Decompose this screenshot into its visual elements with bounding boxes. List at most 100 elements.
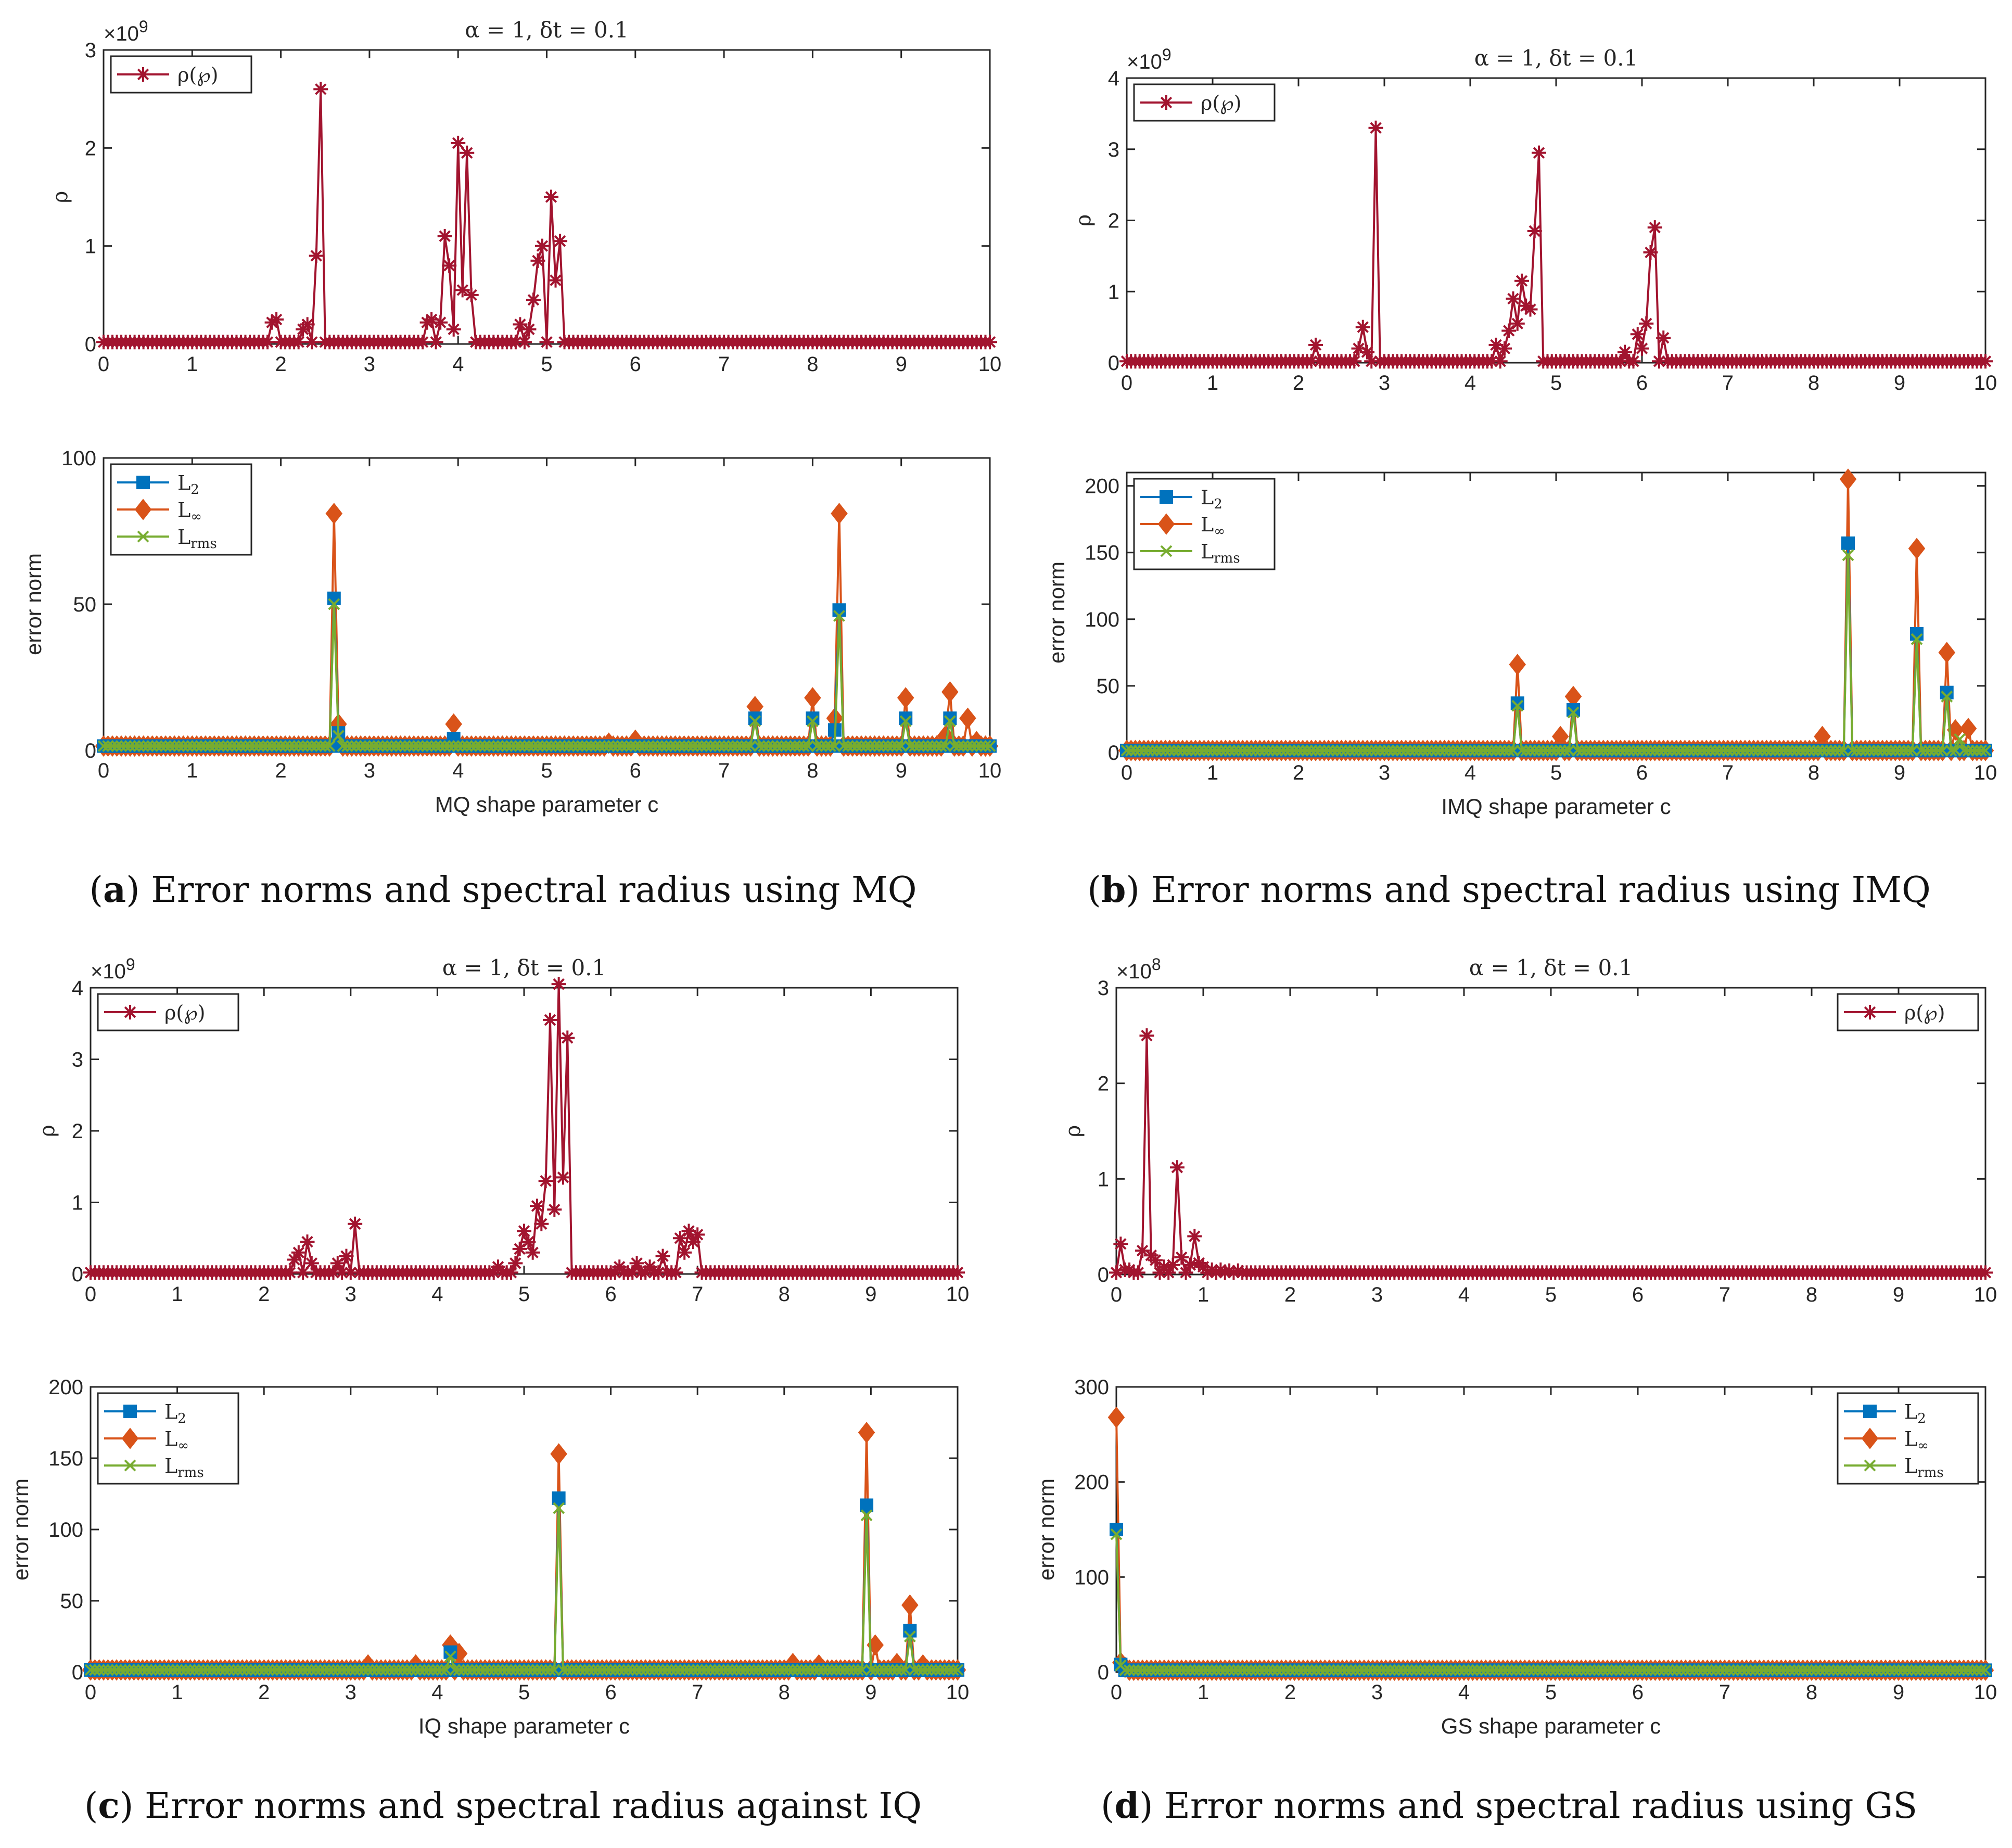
panel-a-lrms-point — [869, 740, 881, 752]
panel-c-lrms-point — [501, 1664, 513, 1676]
panel-c-lrms-point — [332, 1664, 344, 1676]
panel-d-lrms-point — [1553, 1664, 1566, 1676]
panel-d-lrms-point — [1454, 1664, 1466, 1676]
panel-c-top-legend-marker — [123, 1005, 137, 1019]
panel-a-lrms-point — [550, 740, 562, 752]
panel-a-lrms-point — [603, 740, 615, 752]
panel-a-lrms-point — [164, 740, 176, 752]
panel-d-lrms-point — [1497, 1664, 1509, 1676]
panel-c-bottom-xtick-label: 3 — [345, 1681, 356, 1704]
panel-d-lrms-point — [1488, 1664, 1500, 1676]
panel-b-lrms-point — [1597, 744, 1610, 757]
panel-b-rho-point — [1626, 354, 1641, 369]
panel-a-lrms-point — [714, 740, 725, 752]
panel-d-lrms-point — [1966, 1664, 1979, 1676]
panel-b-lrms-point — [1889, 744, 1902, 757]
panel-a-bottom-ytick-label: 100 — [61, 447, 96, 470]
panel-c-top-ylabel: ρ — [35, 1125, 59, 1137]
panel-a-lrms-point — [749, 715, 761, 728]
panel-c-rho-point — [335, 1265, 350, 1280]
panel-d-rho-point — [1182, 1257, 1198, 1272]
panel-c-lrms-point — [947, 1664, 960, 1676]
panel-c-rho-point — [296, 1265, 311, 1280]
panel-a-lrms-point — [434, 740, 447, 752]
panel-b-lrms-point — [1937, 744, 1949, 757]
panel-b-lrms-point — [1258, 744, 1270, 757]
panel-d-bottom-xtick-label: 4 — [1458, 1681, 1470, 1704]
panel-a-rho-point — [464, 287, 479, 302]
panel-d-lrms-point — [1914, 1664, 1927, 1676]
panel-b-lrms-point — [1876, 744, 1889, 757]
panel-c-bottom-legend-label: L∞ — [164, 1428, 189, 1454]
panel-c-rho-point — [330, 1256, 345, 1271]
panel-c-exponent: ×109 — [91, 955, 135, 983]
panel-d-lrms-point — [1870, 1664, 1883, 1676]
panel-b-rho-point — [1360, 345, 1374, 360]
panel-d-lrms-point — [1388, 1664, 1400, 1676]
panel-b-rho-point — [1618, 345, 1632, 360]
panel-c-rho-point — [287, 1252, 302, 1267]
panel-b-bottom-xtick-label: 8 — [1808, 761, 1819, 784]
panel-b-linf-point — [1839, 468, 1857, 490]
panel-a-lrms-point — [833, 610, 845, 622]
panel-b-rho-point — [1613, 354, 1628, 369]
panel-c-l2-point — [860, 1498, 874, 1512]
panel-a-top-xtick-label: 8 — [807, 353, 818, 376]
panel-c-lrms-point — [943, 1664, 955, 1676]
panel-a-lrms-point — [735, 740, 748, 752]
panel-b-rho-point — [1493, 354, 1508, 369]
panel-c-lrms-point — [427, 1664, 439, 1676]
panel-c-lrms-point — [726, 1664, 738, 1676]
panel-d-top-ytick-label: 3 — [1098, 977, 1109, 1000]
panel-d-lrms-point — [1345, 1664, 1357, 1676]
panel-a-lrms-point — [860, 740, 872, 752]
panel-b-lrms-point — [1550, 744, 1562, 757]
panel-d-lrms-point — [1110, 1528, 1123, 1540]
panel-d-lrms-point — [1141, 1664, 1153, 1676]
panel-b-bottom-xtick-label: 3 — [1379, 761, 1390, 784]
panel-a-lrms-point — [124, 740, 136, 752]
panel-d-lrms-point — [1362, 1664, 1374, 1676]
panel-a-lrms-point — [642, 740, 655, 752]
panel-a-lrms-point — [120, 740, 132, 752]
panel-b-lrms-point — [1945, 744, 1957, 757]
panel-b-lrms-point — [1318, 744, 1330, 757]
panel-a-lrms-point — [797, 740, 810, 752]
panel-b-lrms-point — [1760, 744, 1773, 757]
panel-a-lrms-point — [297, 740, 309, 752]
panel-a-lrms-point — [979, 740, 991, 752]
panel-c-linf-point — [858, 1422, 875, 1444]
panel-b-lrms-point — [1868, 744, 1880, 757]
panel-b-rho-point — [1304, 354, 1319, 369]
panel-a-rho-point — [455, 283, 470, 298]
caption-a: (a) Error norms and spectral radius usin… — [89, 869, 917, 911]
panel-c-lrms-point — [761, 1664, 773, 1676]
panel-d-lrms-point — [1158, 1664, 1170, 1676]
panel-a-lrms-point — [975, 740, 987, 752]
caption-b: (b) Error norms and spectral radius usin… — [1087, 869, 1931, 911]
panel-c-lrms-point — [834, 1664, 847, 1676]
panel-b-rho-point — [1514, 273, 1529, 288]
panel-a-lrms-point — [133, 740, 145, 752]
panel-d-lrms-point — [1883, 1664, 1896, 1676]
panel-d-bottom-ytick-label: 300 — [1074, 1376, 1109, 1399]
panel-c-lrms-point — [691, 1664, 704, 1676]
panel-b-rho-point — [1523, 302, 1538, 317]
panel-b-lrms-point — [1529, 744, 1541, 757]
panel-c-top-xtick-label: 2 — [258, 1283, 270, 1306]
panel-c-lrms-point — [414, 1664, 426, 1676]
panel-c-lrms-point — [813, 1664, 825, 1676]
panel-d-lrms-point — [1749, 1664, 1761, 1676]
panel-b-lrms-point — [1722, 744, 1734, 757]
panel-a-lrms-point — [886, 740, 899, 752]
panel-b-lrms-point — [1627, 744, 1639, 757]
panel-c-lrms-point — [483, 1664, 495, 1676]
panel-b-lrms-point — [1460, 744, 1472, 757]
panel-a-lrms-point — [589, 740, 602, 752]
panel-d-lrms-point — [1145, 1664, 1157, 1676]
panel-c-lrms-point — [323, 1664, 335, 1676]
panel-a-bottom-legend-marker — [137, 530, 149, 543]
panel-d-lrms-point — [1219, 1664, 1231, 1676]
panel-b-lrms-point — [1353, 744, 1365, 757]
